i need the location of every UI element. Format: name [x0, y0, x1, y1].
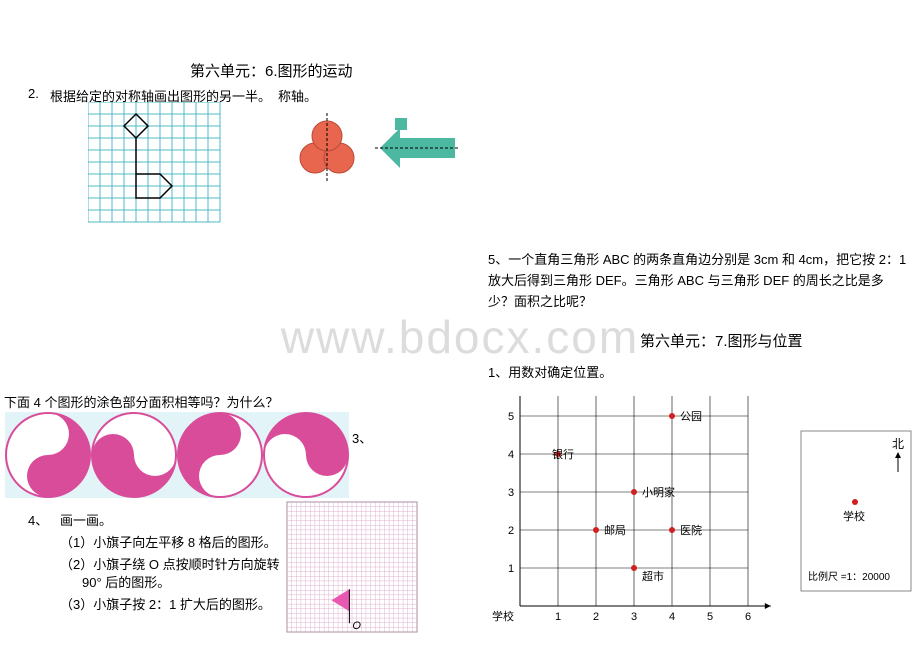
unit-title-6-6: 第六单元：6.图形的运动: [190, 60, 353, 81]
svg-text:银行: 银行: [552, 447, 574, 461]
svg-text:学校: 学校: [492, 609, 514, 623]
q4-line2b: 90° 后的图形。: [82, 572, 170, 591]
q4-line2: （2）小旗子绕 O 点按顺时针方向旋转: [60, 554, 280, 573]
svg-text:5: 5: [508, 411, 514, 423]
svg-text:O: O: [352, 620, 361, 632]
unit-title-6-7: 第六单元：7.图形与位置: [640, 330, 803, 351]
svg-text:医院: 医院: [680, 523, 702, 537]
svg-text:1: 1: [555, 611, 561, 623]
symmetry-grid: [88, 102, 228, 232]
q2-text-suffix: 称轴。: [278, 86, 317, 105]
watermark: www.bdocx.com: [281, 310, 639, 364]
q5-text: 5、一个直角三角形 ABC 的两条直角边分别是 3cm 和 4cm，把它按 2：…: [488, 250, 908, 312]
svg-text:5: 5: [707, 611, 713, 623]
svg-text:学校: 学校: [843, 509, 865, 523]
svg-text:3: 3: [631, 611, 637, 623]
svg-text:北: 北: [892, 437, 904, 451]
svg-text:比例尺 =1：20000: 比例尺 =1：20000: [808, 570, 890, 583]
q4-text: 画一画。: [60, 510, 112, 529]
q3-number: 3、: [352, 428, 372, 447]
svg-text:6: 6: [745, 611, 751, 623]
svg-text:4: 4: [669, 611, 675, 623]
svg-text:公园: 公园: [680, 410, 702, 423]
svg-text:超市: 超市: [642, 569, 664, 583]
svg-text:小明家: 小明家: [642, 485, 675, 499]
svg-text:2: 2: [593, 611, 599, 623]
q4-number: 4、: [28, 510, 48, 529]
q4-line3: （3）小旗子按 2：1 扩大后的图形。: [60, 594, 271, 613]
q3-text: 下面 4 个图形的涂色部分面积相等吗？为什么？: [4, 392, 278, 411]
svg-text:3: 3: [508, 487, 514, 499]
svg-text:1: 1: [508, 563, 514, 575]
q2-number: 2.: [28, 86, 39, 101]
flag-grid: O: [285, 500, 425, 640]
svg-text:2: 2: [508, 525, 514, 537]
svg-text:邮局: 邮局: [604, 524, 626, 537]
map-diagram: 北学校比例尺 =1：20000: [800, 430, 915, 605]
coordinate-grid: 112233445566学校银行邮局小明家公园超市医院: [490, 396, 790, 646]
pink-circles: [4, 410, 354, 500]
svg-text:4: 4: [508, 449, 514, 461]
symmetry-shapes: [295, 108, 495, 198]
q4-line1: （1）小旗子向左平移 8 格后的图形。: [60, 532, 277, 551]
position-q-text: 1、用数对确定位置。: [488, 362, 612, 381]
